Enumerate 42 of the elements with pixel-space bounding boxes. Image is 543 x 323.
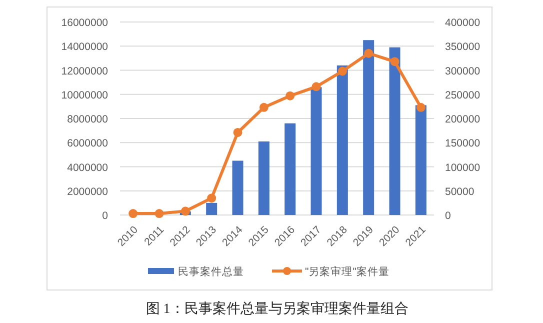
point [259,102,268,112]
point [128,209,138,218]
bar [310,87,322,215]
point [286,91,295,100]
point [312,82,321,92]
y2-tick-label: 0 [445,210,451,222]
bar [389,47,400,215]
y-tick-label: 6000000 [67,138,108,150]
point [207,194,216,203]
y-tick-label: 14000000 [61,41,108,54]
point [364,48,374,58]
bar [415,105,426,215]
bar [206,202,218,215]
bar [284,123,296,215]
bar [336,65,348,215]
y2-tick-label: 150000 [445,138,480,150]
legend-label: "另案审理"案件量 [305,265,390,278]
y-tick-label: 16000000 [61,17,108,29]
point [416,102,426,112]
y2-tick-label: 350000 [445,41,480,54]
y-tick-label: 12000000 [61,65,108,78]
y-tick-label: 8000000 [67,114,108,126]
point [154,209,164,218]
y2-tick-label: 100000 [445,162,480,174]
point [180,206,190,216]
y-tick-label: 0 [102,210,108,222]
point [338,66,347,76]
y-tick-label: 10000000 [61,89,108,102]
y2-tick-label: 50000 [445,186,474,198]
caption: 图 1：民事案件总量与另案审理案件量组合 [146,300,408,317]
point [390,57,400,66]
bar [258,141,270,215]
y2-tick-label: 200000 [445,114,480,126]
point [233,128,242,137]
legend-label: 民事案件总量 [178,265,244,278]
bar [363,40,374,215]
bar [232,160,244,215]
y2-tick-label: 400000 [445,17,480,29]
y-tick-label: 4000000 [67,162,108,174]
y-tick-label: 2000000 [67,186,108,198]
y2-tick-label: 300000 [445,65,480,78]
y2-tick-label: 250000 [445,89,480,102]
